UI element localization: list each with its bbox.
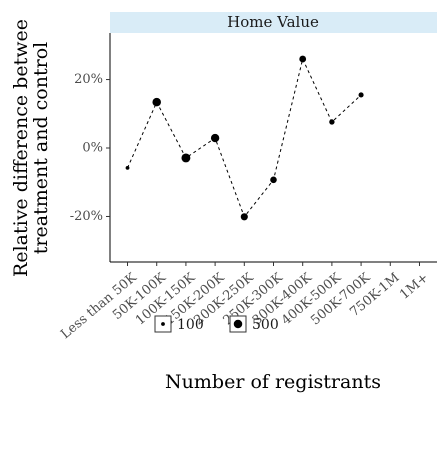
point bbox=[299, 55, 307, 63]
point bbox=[240, 213, 248, 221]
point bbox=[125, 165, 130, 170]
point bbox=[152, 97, 161, 107]
x-tick-label: 1M+ bbox=[397, 270, 432, 302]
y-tick-label: 0% bbox=[82, 141, 103, 156]
x-axis-title: Number of registrants bbox=[165, 371, 381, 393]
point bbox=[358, 92, 364, 98]
line bbox=[127, 57, 362, 218]
y-axis-title: treatment and control bbox=[30, 42, 52, 254]
legend-label: 500 bbox=[252, 317, 279, 333]
y-tick-label: 20% bbox=[74, 72, 103, 87]
point bbox=[270, 176, 277, 184]
legend-point bbox=[161, 322, 165, 326]
y-axis-title: Relative difference betwee bbox=[10, 19, 32, 277]
legend-point bbox=[233, 319, 243, 329]
facet-title: Home Value bbox=[227, 13, 319, 31]
point bbox=[329, 119, 335, 125]
point bbox=[210, 133, 220, 143]
y-tick-label: -20% bbox=[70, 209, 103, 224]
facet-strip bbox=[110, 12, 437, 33]
point bbox=[181, 153, 191, 163]
legend-label: 100 bbox=[177, 317, 204, 333]
